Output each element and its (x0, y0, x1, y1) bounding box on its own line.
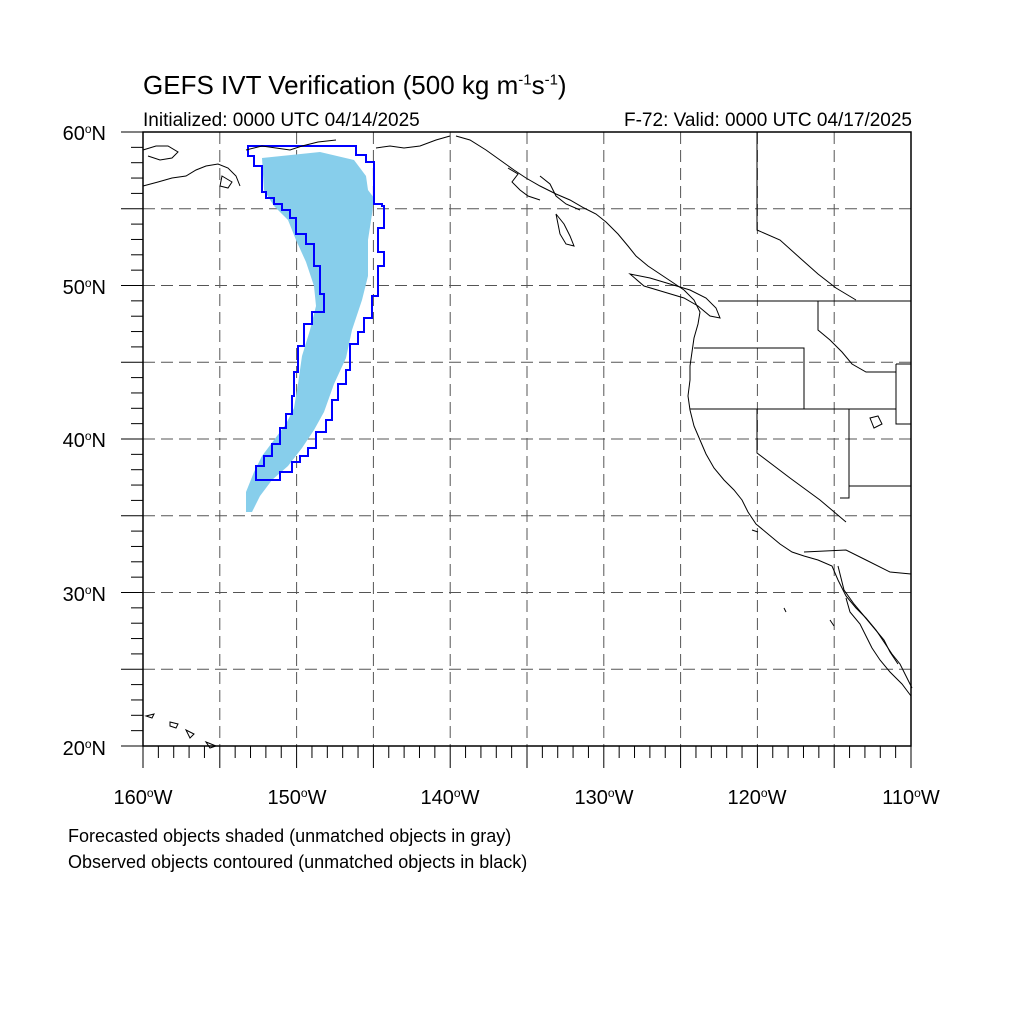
observed-object (247, 145, 385, 481)
lon-label-140w: 140oW (420, 786, 480, 809)
initialized-label: Initialized: 0000 UTC 04/14/2025 (143, 110, 420, 131)
lat-label-40: 40oN (62, 429, 106, 452)
observed-ivt-contour (247, 145, 385, 481)
chart-title: GEFS IVT Verification (500 kg m-1s-1) (143, 70, 567, 100)
lat-label-50: 50oN (62, 276, 106, 299)
axis-ticks (121, 131, 912, 768)
lon-label-120w: 120oW (727, 786, 787, 809)
lat-label-60: 60oN (62, 122, 106, 145)
coastlines (142, 132, 913, 749)
lon-label-160w: 160oW (113, 786, 173, 809)
forecast-legend-note: Forecasted objects shaded (unmatched obj… (68, 826, 512, 846)
forecast-object (246, 152, 374, 512)
observed-legend-note: Observed objects contoured (unmatched ob… (68, 852, 528, 872)
lon-label-150w: 150oW (267, 786, 327, 809)
lon-label-130w: 130oW (574, 786, 634, 809)
lat-label-20: 20oN (62, 737, 106, 760)
forecast-ivt-shading (246, 152, 374, 512)
graticule (143, 132, 911, 746)
valid-time-label: F-72: Valid: 0000 UTC 04/17/2025 (624, 110, 912, 131)
lon-label-110w: 110oW (882, 786, 940, 809)
lat-label-30: 30oN (62, 583, 106, 606)
